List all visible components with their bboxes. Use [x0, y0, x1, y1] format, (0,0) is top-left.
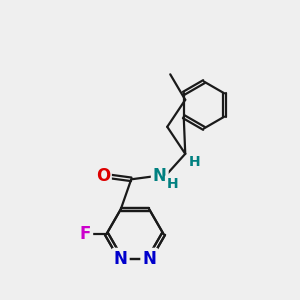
- Text: N: N: [153, 167, 167, 185]
- Text: O: O: [96, 167, 110, 185]
- Text: F: F: [80, 225, 91, 243]
- Text: N: N: [114, 250, 128, 268]
- Text: N: N: [142, 250, 156, 268]
- Text: H: H: [189, 155, 201, 169]
- Text: H: H: [167, 177, 178, 191]
